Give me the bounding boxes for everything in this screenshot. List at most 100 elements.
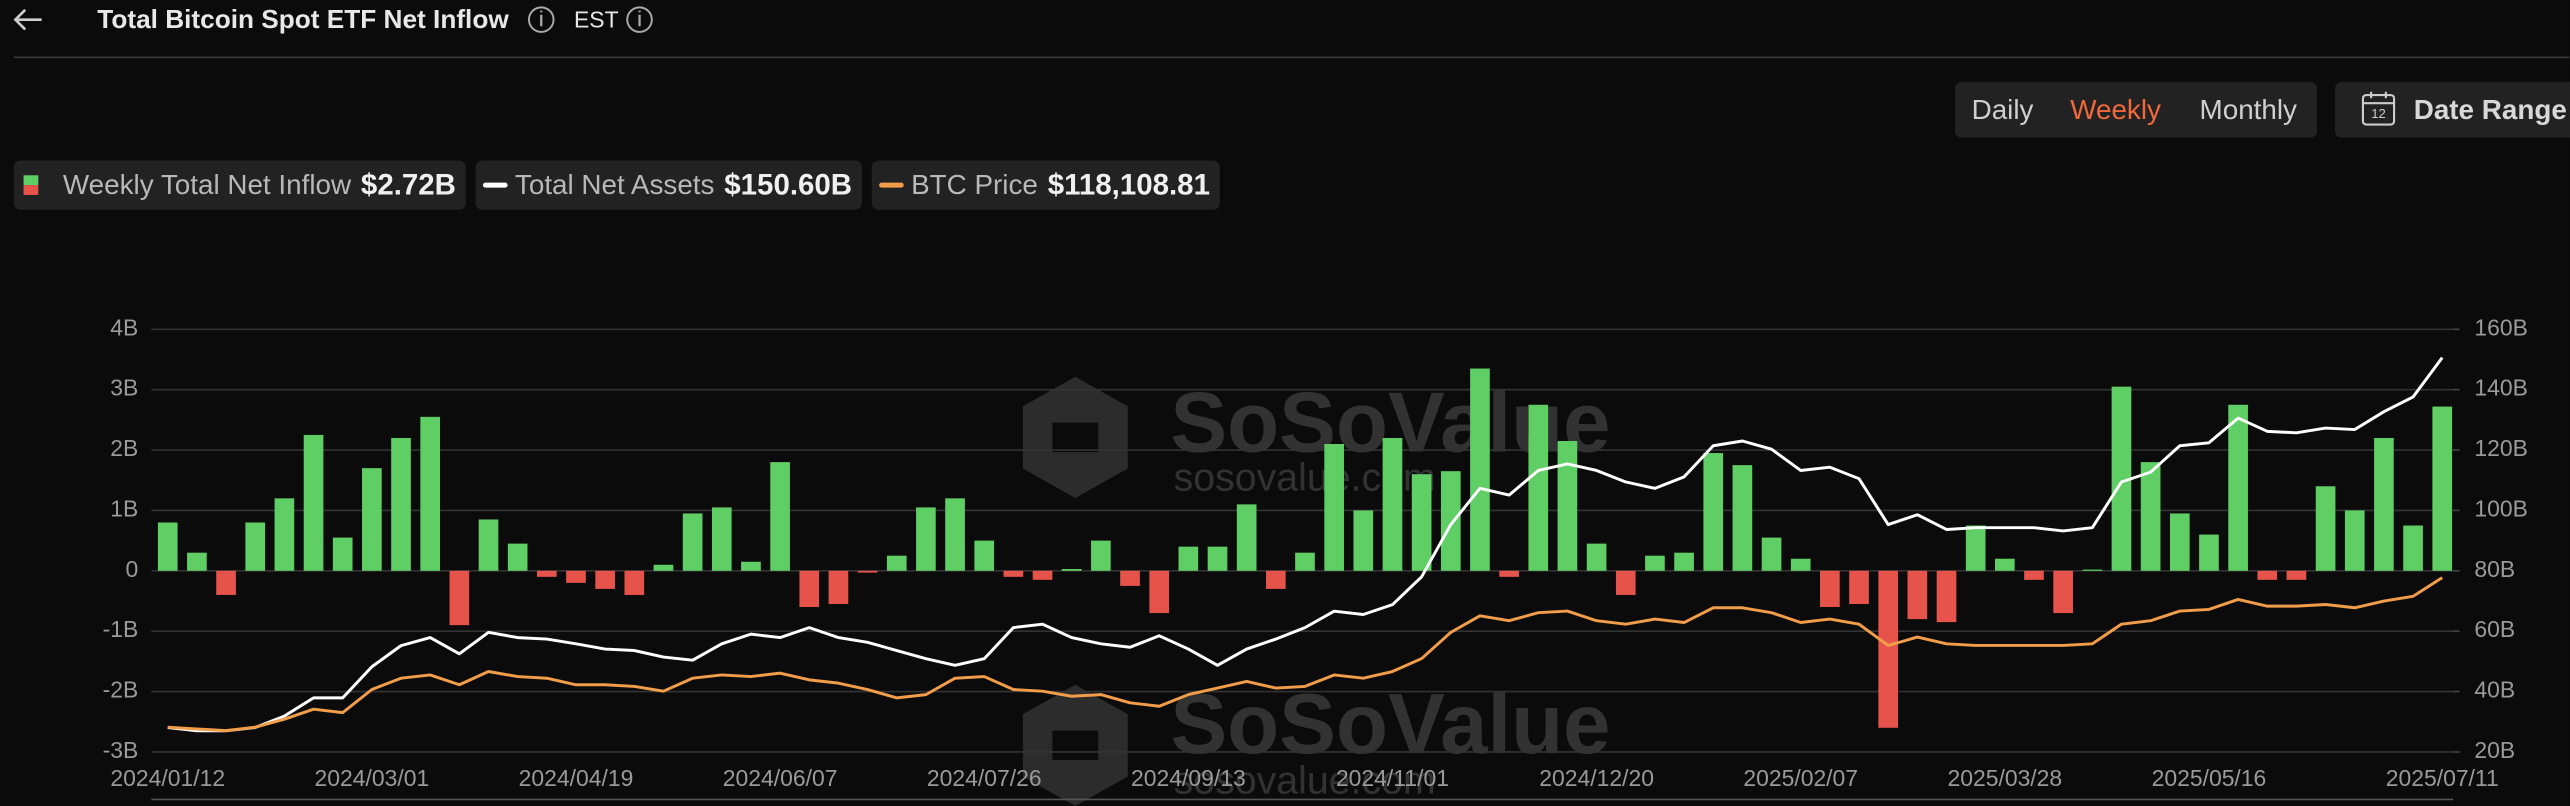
x-tick-label: 2024/12/20 [1539, 765, 1654, 791]
x-tick-label: 2025/02/07 [1743, 765, 1858, 791]
bar [1149, 570, 1170, 614]
timezone: EST [574, 6, 619, 32]
bar [1703, 453, 1724, 571]
x-tick-label: 2025/05/16 [2152, 765, 2267, 791]
x-tick-label: 2024/04/19 [519, 765, 634, 791]
legend-chip[interactable] [871, 160, 1220, 210]
plot-area: 4B 3B 2B 1B 0 -1B -2B -3B 160B 140B 120B 100B 80B 60B… [103, 314, 2528, 801]
bar [1178, 546, 1199, 571]
bar [420, 416, 441, 571]
period-buttons: Daily Weekly Monthly [1972, 94, 2297, 125]
bar [770, 462, 790, 571]
bar [1499, 570, 1519, 577]
bar [1615, 570, 1636, 595]
back-arrow[interactable] [13, 8, 42, 31]
bar [1120, 570, 1140, 586]
legend-swatch [23, 175, 39, 186]
bar [1295, 552, 1315, 571]
legend-name: Total Net Assets [515, 169, 715, 200]
bar [1586, 543, 1607, 571]
legend-swatch [23, 185, 39, 195]
bar [187, 552, 207, 571]
info-icon[interactable] [527, 6, 555, 33]
legend-name: Weekly Total Net Inflow [63, 169, 352, 200]
bar [2286, 570, 2307, 580]
bar [828, 570, 849, 605]
y2-tick-label: 120B [2474, 435, 2528, 461]
bar [857, 570, 878, 573]
bar [2140, 462, 2161, 571]
x-tick-label: 2024/09/13 [1131, 765, 1246, 791]
bar [2403, 525, 2423, 571]
x-tick-label: 2025/07/11 [2386, 765, 2499, 791]
bar [303, 434, 324, 571]
page-title: Total Bitcoin Spot ETF Net Inflow [97, 4, 509, 34]
bar [595, 570, 615, 589]
bar [2315, 486, 2336, 571]
bar [1411, 474, 1432, 571]
bar [536, 570, 557, 577]
bar [2432, 406, 2453, 571]
x-tick-label: 2024/06/07 [723, 765, 838, 791]
bar [274, 498, 295, 571]
bar [2199, 534, 2219, 571]
y-tick-label: -3B [103, 737, 139, 763]
legend-item[interactable]: Weekly Total Net Inflow $2.72B [13, 160, 466, 210]
bar [682, 513, 703, 571]
bar [945, 498, 965, 571]
bar [1820, 570, 1840, 608]
legend-chip[interactable] [475, 160, 862, 210]
bar [391, 437, 411, 571]
bar [1265, 570, 1286, 589]
bar [245, 522, 266, 571]
period-button[interactable]: Daily [1972, 94, 2034, 125]
y-tick-label: 4B [110, 314, 138, 340]
bar [2024, 570, 2044, 580]
bar [2374, 437, 2394, 571]
bar [1790, 558, 1811, 571]
info-icon[interactable] [626, 6, 653, 33]
x-tick-label: 2025/03/28 [1947, 765, 2062, 791]
bar [216, 570, 236, 595]
y-tick-label: 0 [126, 556, 139, 582]
period-button[interactable]: Monthly [2200, 94, 2298, 125]
bar [1003, 570, 1024, 577]
period-selector [1955, 81, 2318, 138]
legend-item[interactable]: BTC Price $118,108.81 [871, 160, 1220, 210]
bar [886, 555, 907, 571]
bar [1849, 570, 1869, 605]
bar [507, 543, 528, 571]
y2-tick-label: 100B [2474, 495, 2528, 521]
period-button[interactable]: Weekly [2070, 94, 2161, 125]
y2-tick-label: 40B [2474, 677, 2515, 703]
y2-tick-label: 20B [2474, 737, 2515, 763]
x-tick-label: 2024/03/01 [314, 765, 429, 791]
legend-item[interactable]: Total Net Assets $150.60B [475, 160, 862, 210]
bar [1324, 444, 1344, 571]
legend-chip[interactable] [13, 160, 466, 210]
bar [711, 507, 732, 571]
x-tick-label: 2024/11/01 [1336, 765, 1449, 791]
y-tick-label: 2B [110, 435, 138, 461]
legend-value: $2.72B [361, 169, 456, 202]
legend-value: $118,108.81 [1048, 169, 1210, 202]
date-range-label[interactable]: Date Range [2414, 94, 2567, 125]
bar [2082, 569, 2103, 571]
y-tick-label: 1B [110, 495, 138, 521]
bar [1528, 404, 1549, 571]
bar [741, 561, 761, 571]
bar [1032, 570, 1053, 580]
bar [653, 564, 674, 571]
y2-tick-label: 140B [2474, 375, 2528, 401]
y-tick-label: 3B [110, 375, 138, 401]
bar [2053, 570, 2073, 614]
calendar-icon [2361, 91, 2396, 126]
bar [1470, 368, 1490, 571]
bar [2257, 570, 2278, 580]
bar [1207, 546, 1228, 571]
y2-tick-label: 60B [2474, 616, 2515, 642]
bar [1674, 552, 1694, 571]
bar [2169, 513, 2190, 571]
